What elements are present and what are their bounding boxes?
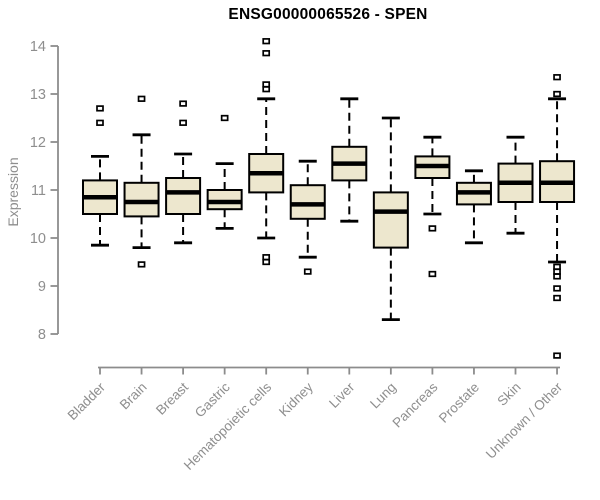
x-category-label: Pancreas (390, 379, 441, 430)
outlier-point (553, 352, 561, 359)
outlier-point (262, 38, 271, 45)
iqr-box (165, 177, 202, 215)
outlier-point (553, 294, 561, 302)
x-category-label: Bladder (65, 379, 109, 423)
iqr-box (289, 184, 326, 220)
outlier-point (553, 285, 561, 292)
outlier-point (553, 263, 561, 270)
x-category-label: Breast (153, 379, 191, 417)
y-tick-label: 14 (30, 39, 46, 55)
outlier-point (428, 225, 437, 232)
outlier-point (96, 105, 104, 112)
outlier-point (553, 268, 561, 275)
outlier-point (428, 270, 437, 278)
x-category-label: Skin (494, 380, 523, 409)
outlier-point (137, 95, 146, 102)
y-tick-label: 13 (30, 87, 46, 103)
outlier-point (220, 114, 229, 122)
outlier-point (303, 268, 312, 275)
x-category-label: Liver (326, 379, 358, 411)
outlier-point (262, 254, 271, 261)
iqr-box (206, 189, 243, 211)
chart-title: ENSG00000065526 - SPEN (228, 6, 428, 23)
outlier-point (179, 100, 187, 107)
outlier-point (553, 74, 561, 81)
outlier-point (96, 119, 104, 126)
y-tick-label: 10 (30, 231, 46, 247)
x-category-label: Gastric (192, 379, 233, 420)
outlier-point (262, 81, 271, 88)
outlier-point (137, 261, 146, 268)
x-category-label: Unknown / Other (483, 379, 566, 462)
x-category-label: Kidney (276, 379, 316, 419)
y-tick-label: 12 (30, 135, 46, 151)
x-category-label: Lung (367, 380, 399, 412)
outlier-point (262, 258, 271, 266)
outlier-point (179, 119, 187, 126)
x-category-label: Brain (117, 380, 150, 413)
iqr-box (123, 181, 160, 218)
x-category-label: Prostate (436, 380, 482, 426)
outlier-point (553, 273, 561, 280)
outlier-point (262, 50, 271, 57)
y-tick-label: 8 (38, 327, 46, 343)
y-tick-label: 11 (31, 183, 46, 199)
y-tick-label: 9 (38, 279, 46, 295)
outlier-point (553, 90, 561, 98)
iqr-box (372, 191, 409, 249)
outlier-point (262, 86, 271, 93)
